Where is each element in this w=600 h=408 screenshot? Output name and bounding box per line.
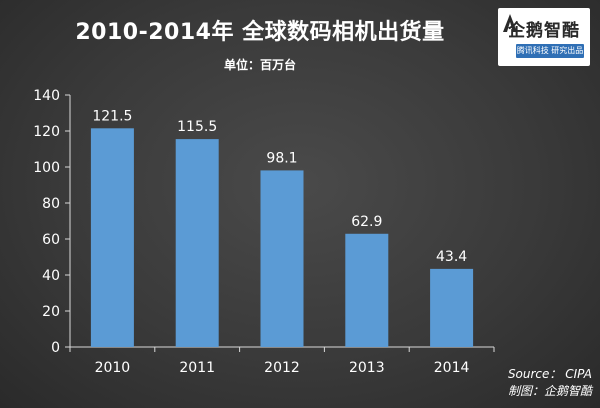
y-tick-label: 60 bbox=[42, 232, 60, 248]
bar bbox=[260, 170, 304, 347]
y-tick-label: 100 bbox=[33, 160, 60, 176]
logo-name: 企鹅智酷 bbox=[508, 21, 580, 41]
bar bbox=[90, 128, 134, 347]
chart-unit-label: 单位：百万台 bbox=[223, 58, 296, 72]
x-tick-label: 2010 bbox=[95, 360, 131, 376]
penguin-icon bbox=[503, 14, 517, 32]
logo-tagline: 腾讯科技 研究出品 bbox=[516, 44, 584, 58]
source-text: Source： CIPA bbox=[507, 367, 592, 381]
data-label: 43.4 bbox=[436, 249, 467, 265]
bar bbox=[345, 233, 389, 347]
data-label: 121.5 bbox=[92, 108, 132, 124]
bar bbox=[430, 268, 474, 347]
y-tick-label: 80 bbox=[42, 196, 60, 212]
x-tick-label: 2014 bbox=[434, 360, 470, 376]
data-label: 115.5 bbox=[177, 119, 217, 135]
y-tick-label: 40 bbox=[42, 268, 60, 284]
brand-logo: 企鹅智酷 腾讯科技 研究出品 bbox=[498, 8, 590, 66]
x-tick-label: 2013 bbox=[349, 360, 385, 376]
data-label: 62.9 bbox=[351, 214, 382, 230]
y-tick-label: 0 bbox=[51, 340, 60, 356]
source-note: Source： CIPA 制图：企鹅智酷 bbox=[508, 366, 592, 400]
y-tick-label: 140 bbox=[33, 88, 60, 104]
x-tick-label: 2012 bbox=[264, 360, 300, 376]
credit-text: 制图：企鹅智酷 bbox=[507, 384, 592, 398]
x-tick-label: 2011 bbox=[179, 360, 215, 376]
y-tick-label: 20 bbox=[42, 304, 60, 320]
data-label: 98.1 bbox=[266, 150, 297, 166]
y-tick-label: 120 bbox=[33, 124, 60, 140]
bar bbox=[175, 139, 219, 347]
chart-title: 2010-2014年 全球数码相机出货量 bbox=[75, 20, 445, 45]
